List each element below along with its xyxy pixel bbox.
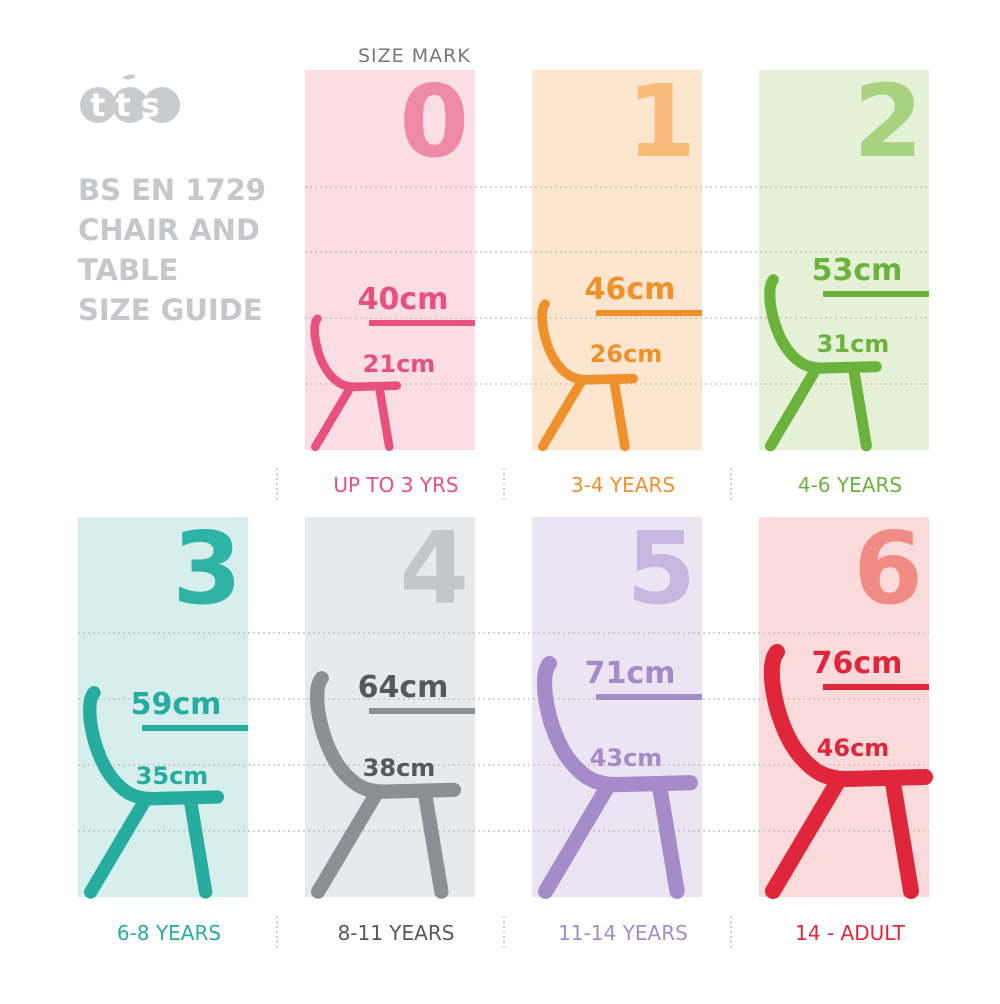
logo-text: tts [90, 86, 170, 124]
chair-leg [418, 788, 449, 899]
size-mark: 3 [172, 510, 242, 627]
size-mark: 1 [626, 63, 696, 180]
table-height: 40cm [358, 282, 449, 317]
chair-height: 46cm [817, 734, 890, 762]
title-line: TABLE [78, 253, 178, 287]
size-mark: 5 [626, 510, 696, 627]
chair [310, 671, 461, 899]
chair-leg [652, 780, 685, 899]
chair-height: 21cm [363, 350, 436, 378]
age-label: 6-8 YEARS [117, 921, 221, 945]
chair [763, 644, 933, 899]
chair [536, 656, 699, 899]
chair-leg [885, 775, 919, 899]
title-line: CHAIR AND [78, 213, 260, 247]
table-height: 71cm [585, 656, 676, 691]
age-label: 8-11 YEARS [338, 921, 455, 945]
size-mark: 4 [399, 510, 469, 627]
chair-height: 26cm [590, 340, 663, 368]
table-height: 53cm [812, 253, 903, 288]
chair-leg [311, 384, 354, 452]
chair-leg [848, 365, 872, 452]
chair [537, 299, 638, 452]
chair-leg [538, 780, 615, 899]
age-label: 11-14 YEARS [558, 921, 688, 945]
chair [764, 274, 882, 452]
overlay: 40cm 21cm 46cm 26cm 53cm 31cm 59cm 35cm 64cm 38cm… [83, 253, 933, 899]
chair-leg [375, 384, 394, 452]
chair-leg [311, 788, 383, 899]
chair-leg [765, 365, 821, 452]
chair [310, 314, 401, 452]
logo: tts [80, 74, 180, 124]
chair-leg [765, 775, 845, 899]
chair-height: 31cm [817, 330, 890, 358]
age-label: UP TO 3 YRS [333, 473, 458, 497]
size-mark: 0 [399, 63, 469, 180]
chair-height: 43cm [590, 744, 663, 772]
panel [759, 70, 929, 450]
title-line: BS EN 1729 [78, 173, 266, 207]
table-height: 64cm [358, 670, 449, 705]
panels: 0 UP TO 3 YRS 1 3-4 YEARS 2 4-6 YEARS 3 6-8 YEA… [78, 63, 929, 950]
panel [305, 517, 475, 897]
table-height: 46cm [585, 272, 676, 307]
chair-leg [538, 377, 586, 452]
size-mark: 6 [853, 510, 923, 627]
title-line: SIZE GUIDE [78, 293, 263, 327]
panel [78, 517, 248, 897]
age-label: 3-4 YEARS [571, 473, 675, 497]
chair-height: 38cm [363, 754, 436, 782]
chair [83, 686, 225, 899]
chair-leg [609, 377, 630, 452]
table-height: 76cm [812, 646, 903, 681]
size-mark: 2 [853, 63, 923, 180]
age-label: 14 - ADULT [795, 921, 905, 945]
chair-leg [184, 795, 213, 899]
age-label: 4-6 YEARS [798, 473, 902, 497]
size-mark-label: SIZE MARK [358, 45, 471, 67]
chair-height: 35cm [136, 762, 209, 790]
chair-leg [84, 795, 151, 899]
table-height: 59cm [131, 687, 222, 722]
